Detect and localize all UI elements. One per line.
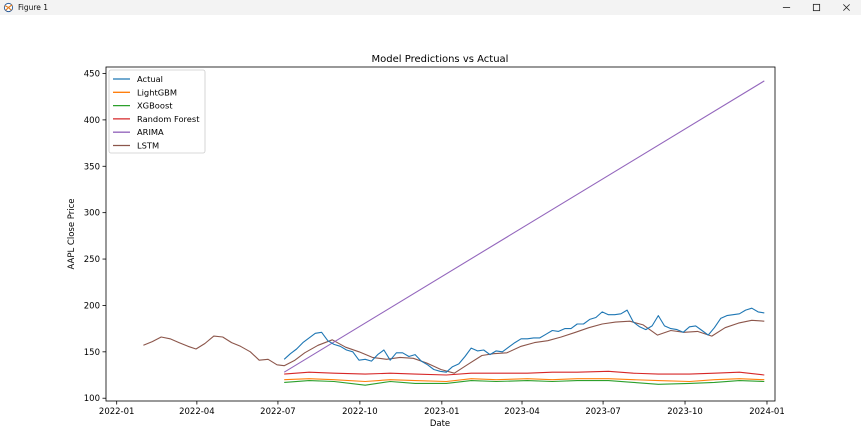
plot-frame [105,66,776,402]
y-tick-label: 300 [84,209,100,219]
figure-canvas: Model Predictions vs Actual 2022-01 2022-… [67,54,785,429]
legend-label: Actual [137,74,163,84]
y-tick-label: 350 [84,162,100,172]
legend-label: ARIMA [137,127,164,137]
series-line-random-forest [284,370,765,376]
y-tick-label: 100 [84,394,100,404]
window-titlebar: Figure 1 [0,0,861,15]
legend-label: LSTM [137,141,159,151]
x-tick-label: 2022-01 [99,407,135,417]
maximize-icon [812,3,820,12]
maximize-button[interactable] [801,0,831,15]
x-axis-label: Date [430,419,450,429]
close-button[interactable] [831,0,861,15]
series-line-actual [283,307,765,373]
chart-title: Model Predictions vs Actual [372,54,509,65]
x-tick-label: 2022-04 [179,407,215,417]
matplotlib-figure-icon [3,2,14,13]
legend-label: Random Forest [137,114,200,124]
x-tick-label: 2023-04 [504,407,540,417]
legend-box [108,69,206,154]
close-icon [842,4,850,11]
series-line-lightgbm [284,378,765,383]
y-axis-label: AAPL Close Price [67,198,77,269]
y-tick-label: 400 [84,116,100,126]
legend-label: XGBoost [137,101,173,111]
x-tick-label: 2024-01 [749,407,785,417]
series-line-xgboost [284,380,765,386]
series-line-arima [283,80,765,373]
x-axis: 2022-01 2022-04 2022-07 2022-10 2023-01 2023-… [99,401,785,417]
y-tick-label: 200 [84,301,100,311]
x-tick-label: 2023-01 [424,407,460,417]
y-tick-label: 150 [84,348,100,358]
y-tick-label: 450 [84,69,100,79]
x-tick-label: 2023-10 [667,407,703,417]
plot-lines [143,80,765,386]
y-axis: 100 150 200 250 300 350 400 450 [84,69,106,404]
minimize-icon [782,7,790,8]
x-tick-label: 2022-07 [260,407,296,417]
y-tick-label: 250 [84,255,100,265]
minimize-button[interactable] [771,0,801,15]
chart-legend: Actual LightGBM XGBoost Random Forest ARIMA L… [108,69,206,154]
x-tick-label: 2023-07 [585,407,621,417]
legend-label: LightGBM [137,87,177,97]
window-title: Figure 1 [18,3,49,12]
x-tick-label: 2022-10 [342,407,378,417]
